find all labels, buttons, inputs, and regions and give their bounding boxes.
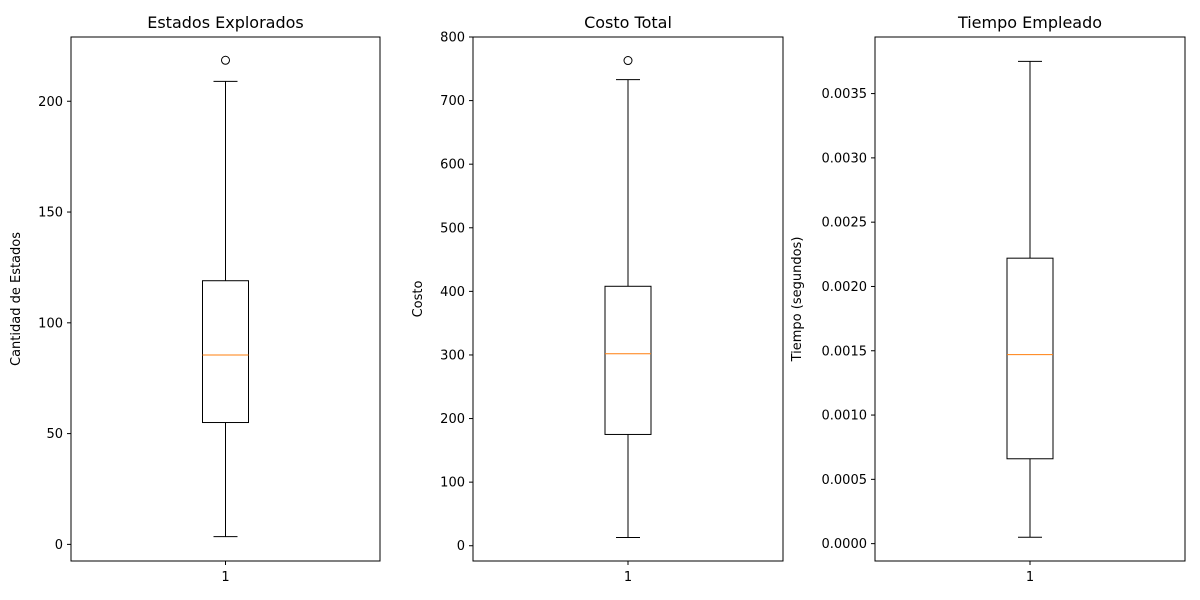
y-tick-label: 0.0015	[822, 344, 868, 359]
subplot-1: Estados Explorados Cantidad de Estados 0 50…	[9, 13, 381, 585]
subplot-title: Tiempo Empleado	[957, 13, 1102, 32]
x-tick-label: 1	[221, 570, 229, 585]
outlier-point	[623, 56, 633, 66]
y-tick-label: 200	[440, 412, 465, 427]
outlier-point	[221, 55, 230, 65]
y-axis-label: Cantidad de Estados	[9, 232, 24, 366]
y-tick-label: 0.0000	[822, 537, 868, 552]
y-tick-label: 700	[440, 94, 465, 109]
y-tick-label: 800	[440, 31, 465, 46]
y-tick-label: 100	[38, 316, 63, 331]
x-tick-label: 1	[1026, 570, 1034, 585]
axes-frame	[874, 36, 1186, 562]
y-axis-label: Tiempo (segundos)	[790, 237, 805, 363]
subplot-3: Tiempo Empleado Tiempo (segundos) 0.0000 0.…	[790, 13, 1186, 585]
axes-frame	[472, 36, 784, 562]
axes-frame	[70, 36, 381, 562]
subplot-title: Estados Explorados	[147, 13, 304, 32]
y-tick-label: 0.0010	[822, 409, 868, 424]
y-tick-label: 500	[440, 221, 465, 236]
x-tick-label: 1	[624, 570, 632, 585]
y-tick-label: 150	[38, 206, 63, 221]
y-tick-label: 300	[440, 348, 465, 363]
y-tick-label: 0	[55, 538, 63, 553]
box-iqr	[202, 280, 249, 424]
y-axis-label: Costo	[411, 281, 426, 318]
box-iqr	[604, 285, 652, 435]
y-tick-label: 0.0025	[822, 216, 868, 231]
y-tick-label: 50	[46, 427, 63, 442]
y-tick-label: 200	[38, 95, 63, 110]
subplot-2: Costo Total Costo 0 100 200 300 400 500 600 700 80…	[411, 13, 784, 585]
y-tick-label: 100	[440, 476, 465, 491]
y-tick-label: 600	[440, 158, 465, 173]
y-tick-label: 0.0020	[822, 280, 868, 295]
y-tick-label: 0	[457, 539, 465, 554]
y-tick-label: 0.0005	[822, 473, 868, 488]
y-tick-label: 400	[440, 285, 465, 300]
box-iqr	[1006, 257, 1054, 460]
subplot-title: Costo Total	[584, 13, 672, 32]
y-tick-label: 0.0035	[822, 87, 868, 102]
y-tick-label: 0.0030	[822, 151, 868, 166]
